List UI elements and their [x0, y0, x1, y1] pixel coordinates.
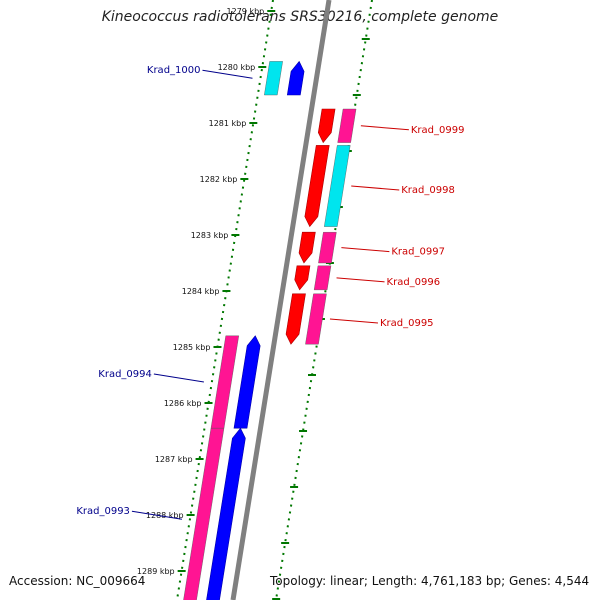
ruler-tick-label: 1286 kbp [164, 399, 202, 408]
gene-feature [337, 108, 357, 143]
cds-arrow [206, 427, 246, 600]
ruler-tick-label: 1280 kbp [218, 63, 256, 72]
ruler-tick-label: 1289 kbp [137, 567, 175, 576]
gene-label-krad_0996: Krad_0996 [387, 277, 441, 288]
gene-callout-line [336, 277, 385, 283]
gene-label-krad_0994: Krad_0994 [98, 369, 152, 380]
gene-label-krad_0999: Krad_0999 [411, 125, 465, 136]
gene-feature [318, 232, 337, 264]
gene-features [183, 60, 357, 600]
genome-title: Kineococcus radiotolerans SRS30216, comp… [101, 9, 499, 25]
cds-arrow [304, 145, 330, 228]
ruler-tick-label: 1285 kbp [173, 343, 211, 352]
gene-callout-line [341, 247, 390, 253]
ruler-tick-label: 1281 kbp [209, 119, 247, 128]
gene-feature [324, 145, 351, 227]
gene-label-krad_0993: Krad_0993 [76, 506, 130, 517]
gene-feature [305, 293, 327, 345]
cds-arrow [317, 108, 336, 144]
ruler-tick-label: 1279 kbp [227, 7, 265, 16]
gene-label-krad_0997: Krad_0997 [391, 247, 445, 258]
ruler-tick-label: 1284 kbp [182, 287, 220, 296]
gene-label-krad_0998: Krad_0998 [401, 185, 455, 196]
gene-callout-line [131, 510, 183, 520]
gene-callout-line [360, 125, 409, 131]
backbone-line [230, 0, 332, 600]
gene-feature [183, 428, 225, 600]
cds-arrow [285, 293, 306, 345]
accession-text: Accession: NC_009664 [9, 574, 146, 588]
gene-labels: Krad_1000 Krad_0999 Krad_0998 Krad_0997 Krad… [76, 65, 464, 517]
ruler-tick-label: 1282 kbp [200, 175, 238, 184]
gene-callouts [131, 69, 409, 520]
cds-arrow [298, 231, 316, 264]
ruler-tick-label: 1283 kbp [191, 231, 229, 240]
cds-arrow [294, 265, 311, 291]
gene-feature [313, 265, 332, 291]
gene-feature [210, 335, 240, 429]
ruler-ticks: 1279 kbp 1280 kbp 1281 kbp 1282 kbp 1283 kbp… [137, 7, 370, 600]
gene-feature [264, 61, 283, 96]
cds-arrow [286, 60, 305, 96]
gene-label-krad_0995: Krad_0995 [380, 318, 434, 329]
cds-arrow [233, 335, 261, 429]
gene-label-krad_1000: Krad_1000 [147, 65, 201, 76]
gene-callout-line [329, 318, 379, 324]
gene-callout-line [351, 185, 400, 191]
ruler-tick-label: 1288 kbp [146, 511, 184, 520]
sequence-backbone [230, 0, 332, 600]
gene-callout-line [202, 69, 253, 79]
ruler-tick-label: 1287 kbp [155, 455, 193, 464]
genome-summary-text: Topology: linear; Length: 4,761,183 bp; … [270, 574, 590, 588]
gene-callout-line [153, 373, 204, 383]
